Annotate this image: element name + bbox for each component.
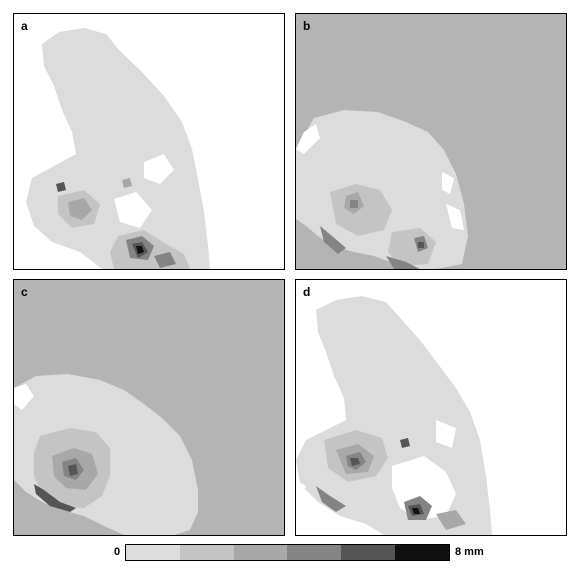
panel-a-map <box>14 14 284 269</box>
colorbar-swatch-5 <box>341 545 396 560</box>
panel-b-map <box>296 14 566 269</box>
panel-c-label: c <box>21 285 28 299</box>
panel-b-radar-coverage <box>296 110 468 269</box>
panel-d-label: d <box>303 285 311 299</box>
colorbar-swatch-6 <box>395 545 449 560</box>
panel-d-map <box>296 280 566 535</box>
colorbar-min-label: 0 <box>114 546 121 558</box>
panel-c: c <box>13 279 285 536</box>
colorbar-swatch-4 <box>287 545 342 560</box>
panel-b: b <box>295 13 567 270</box>
colorbar-swatch-3 <box>233 545 288 560</box>
colorbar-swatch-1 <box>126 545 180 560</box>
panel-a: a <box>13 13 285 270</box>
panel-c-map <box>14 280 284 535</box>
panel-a-label: a <box>21 19 28 33</box>
colorbar-swatch-2 <box>179 545 234 560</box>
colorbar <box>125 544 450 561</box>
panel-b-label: b <box>303 19 311 33</box>
colorbar-max-label: 8 mm <box>455 546 484 558</box>
panel-d: d <box>295 279 567 536</box>
